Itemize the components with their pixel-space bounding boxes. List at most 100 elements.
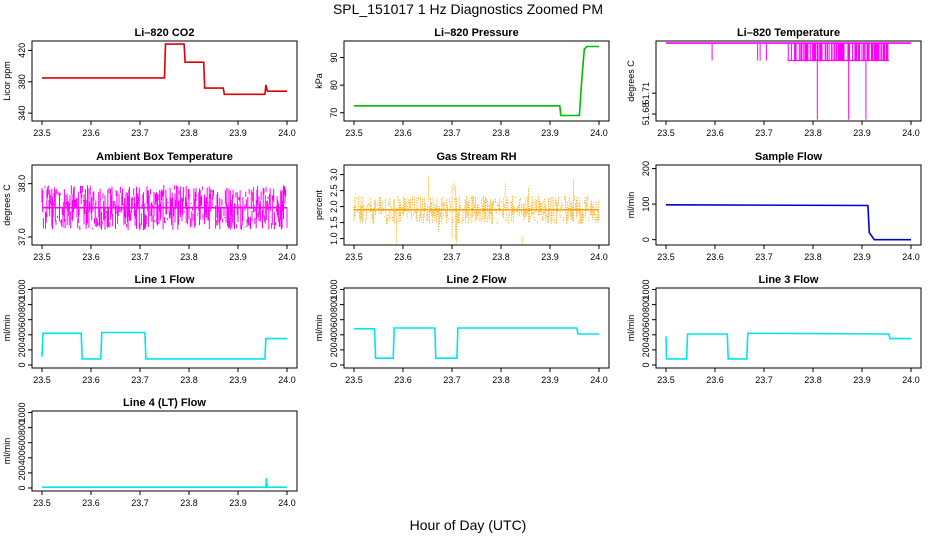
y-tick-label: 200 [17, 342, 27, 357]
y-tick-label: 420 [17, 43, 27, 58]
plot-frame [31, 40, 298, 122]
x-tick-label: 23.8 [804, 375, 822, 385]
y-tick-label: 600 [329, 312, 339, 327]
y-tick-label: 0 [641, 362, 651, 367]
y-axis-label: ml/min [626, 315, 636, 342]
plot-frame [31, 410, 298, 492]
panel-9: Line 3 Flow 23.5 23.6 23.7 23.8 23.9 24.0 0 2004… [626, 274, 922, 385]
x-axis-title: Hour of Day (UTC) [409, 517, 527, 533]
x-tick-label: 23.7 [443, 375, 461, 385]
plot-frame [31, 287, 298, 369]
x-tick-label: 23.8 [804, 252, 822, 262]
y-axis-label: ml/min [2, 315, 12, 342]
y-axis-label: ml/min [626, 192, 636, 219]
x-tick-label: 23.9 [229, 252, 247, 262]
x-tick-label: 24.0 [590, 128, 608, 138]
panel-title: Li–820 Pressure [434, 27, 518, 39]
panel-title: Line 3 Flow [759, 274, 819, 286]
plot-frame [343, 287, 610, 369]
x-tick-label: 24.0 [278, 252, 296, 262]
x-tick-label: 23.5 [33, 252, 51, 262]
plot-frame [343, 164, 610, 246]
x-tick-label: 23.7 [131, 498, 149, 508]
y-tick-label: 800 [17, 420, 27, 435]
series-line [665, 332, 911, 360]
y-tick-label: 70 [329, 108, 339, 118]
panel-title: Sample Flow [755, 151, 823, 163]
x-tick-label: 23.5 [657, 252, 675, 262]
y-axis-label: degrees C [2, 184, 12, 226]
series-line [41, 331, 287, 360]
x-tick-label: 23.6 [394, 252, 412, 262]
y-tick-label: 200 [641, 161, 651, 176]
y-tick-label: 37.0 [17, 228, 27, 246]
x-tick-label: 24.0 [278, 498, 296, 508]
y-tick-label: 2.5 [329, 184, 339, 197]
panel-title: Line 2 Flow [447, 274, 507, 286]
y-axis-label: degrees C [626, 60, 636, 102]
y-tick-label: 100 [641, 197, 651, 212]
x-tick-label: 23.6 [82, 375, 100, 385]
plot-frame [655, 40, 922, 122]
y-tick-label: 200 [17, 465, 27, 480]
x-tick-label: 23.5 [657, 128, 675, 138]
y-tick-label: 38.0 [17, 175, 27, 193]
figure-title: SPL_151017 1 Hz Diagnostics Zoomed PM [332, 1, 604, 17]
x-tick-label: 23.5 [345, 252, 363, 262]
x-tick-label: 23.7 [131, 375, 149, 385]
x-tick-label: 24.0 [590, 375, 608, 385]
x-tick-label: 23.6 [82, 252, 100, 262]
y-tick-label: 1000 [329, 279, 339, 299]
y-tick-label: 90 [329, 53, 339, 63]
y-tick-label: 800 [17, 297, 27, 312]
panel-title: Li–820 Temperature [737, 27, 840, 39]
x-tick-label: 23.8 [492, 375, 510, 385]
y-tick-label: 400 [329, 327, 339, 342]
x-tick-label: 23.5 [345, 375, 363, 385]
panel-title: Gas Stream RH [436, 151, 516, 163]
y-axis-label: Licor ppm [2, 61, 12, 101]
panel-7: Line 1 Flow 23.5 23.6 23.7 23.8 23.9 24.0 0 2004… [2, 274, 298, 385]
panel-title: Line 4 (LT) Flow [123, 397, 206, 409]
series-line [42, 43, 287, 96]
y-tick-label: 0 [329, 362, 339, 367]
y-axis-label: kPa [314, 73, 324, 89]
x-tick-label: 23.6 [394, 128, 412, 138]
y-tick-label: 200 [641, 342, 651, 357]
x-tick-label: 23.9 [229, 128, 247, 138]
y-tick-label: 3.0 [329, 168, 339, 181]
x-tick-label: 23.9 [541, 375, 559, 385]
x-tick-label: 23.9 [853, 375, 871, 385]
y-tick-label: 400 [17, 327, 27, 342]
plot-frame [655, 164, 922, 246]
x-tick-label: 23.6 [706, 252, 724, 262]
y-tick-label: 400 [641, 327, 651, 342]
series-spikes [711, 43, 889, 120]
plot-frame [655, 287, 922, 369]
x-tick-label: 23.5 [33, 128, 51, 138]
y-axis-label: ml/min [314, 315, 324, 342]
panel-5: Gas Stream RH 23.5 23.6 23.7 23.8 23.9 24.0 1.0… [314, 151, 610, 262]
x-tick-label: 23.9 [229, 498, 247, 508]
x-tick-label: 23.5 [33, 498, 51, 508]
series-noise [41, 185, 288, 231]
y-tick-label: 400 [17, 450, 27, 465]
x-tick-label: 23.5 [345, 128, 363, 138]
y-tick-label: 800 [329, 297, 339, 312]
y-axis-label: percent [314, 189, 324, 220]
x-tick-label: 23.9 [229, 375, 247, 385]
y-tick-label: 600 [17, 312, 27, 327]
y-tick-label: 0 [17, 362, 27, 367]
x-tick-label: 23.5 [657, 375, 675, 385]
y-tick-label: 80 [329, 80, 339, 90]
panel-10: Line 4 (LT) Flow 23.5 23.6 23.7 23.8 23.9 24.0… [2, 397, 298, 508]
x-tick-label: 24.0 [590, 252, 608, 262]
x-tick-label: 23.9 [541, 128, 559, 138]
y-tick-label: 1000 [17, 279, 27, 299]
x-tick-label: 23.6 [82, 498, 100, 508]
x-tick-label: 23.9 [541, 252, 559, 262]
x-tick-label: 23.7 [131, 252, 149, 262]
panel-title: Line 1 Flow [135, 274, 195, 286]
panel-8: Line 2 Flow 23.5 23.6 23.7 23.8 23.9 24.0 0 2004… [314, 274, 610, 385]
y-tick-label: 1.5 [329, 216, 339, 229]
